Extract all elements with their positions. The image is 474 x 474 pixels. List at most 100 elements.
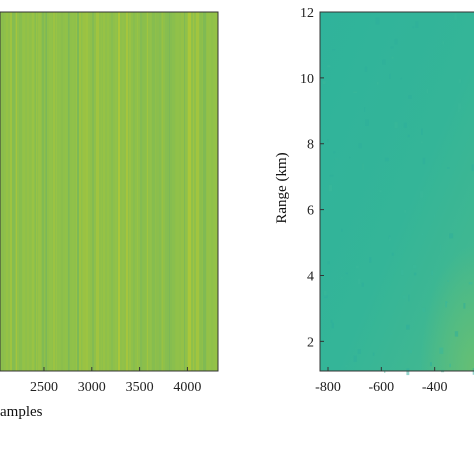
heatmap-texture-cell [403, 122, 407, 128]
heatmap-texture-cell [391, 56, 394, 59]
x-tick-label: -800 [315, 380, 341, 395]
left-heatmap-panel: 2500 3000 3500 4000 amples [0, 11, 219, 420]
heatmap-stripe [152, 12, 155, 371]
heatmap-stripe [53, 12, 55, 371]
heatmap-texture-cell [358, 143, 362, 149]
heatmap-texture-cell [454, 14, 457, 20]
heatmap-stripe [76, 12, 77, 371]
heatmap-texture-cell [402, 295, 406, 299]
heatmap-stripe [10, 12, 12, 371]
heatmap-stripe [83, 12, 86, 371]
heatmap-stripe [16, 12, 17, 371]
heatmap-texture-cell [334, 158, 339, 160]
heatmap-stripe [162, 12, 163, 371]
heatmap-texture-cell [362, 163, 364, 171]
heatmap-texture-cell [413, 272, 417, 276]
heatmap-stripe [100, 12, 101, 371]
left-plot-frame [0, 11, 219, 372]
y-tick-label: 8 [307, 138, 314, 153]
heatmap-stripe [115, 12, 117, 371]
heatmap-stripe [96, 12, 99, 371]
heatmap-stripe [147, 12, 148, 371]
heatmap-texture-cell [331, 322, 334, 329]
heatmap-stripe [22, 12, 23, 371]
heatmap-stripe [165, 12, 167, 371]
heatmap-texture-cell [353, 355, 357, 362]
heatmap-stripe [142, 12, 143, 371]
heatmap-stripe [196, 12, 199, 371]
heatmap-texture-cell [349, 156, 351, 159]
heatmap-stripe [137, 12, 138, 371]
heatmap-texture-cell [333, 151, 336, 154]
heatmap-texture-cell [389, 333, 393, 335]
heatmap-texture-cell [449, 363, 451, 368]
heatmap-texture-cell [408, 95, 412, 99]
heatmap-stripe [65, 12, 67, 371]
heatmap-stripe [170, 12, 172, 371]
heatmap-stripe [27, 12, 29, 371]
heatmap-stripe [0, 12, 2, 371]
heatmap-texture-cell [322, 81, 326, 85]
heatmap-texture-cell [400, 269, 404, 276]
heatmap-texture-cell [372, 352, 375, 356]
heatmap-stripe [20, 12, 22, 371]
heatmap-texture-cell [384, 367, 386, 373]
heatmap-stripe [156, 12, 159, 371]
heatmap-texture-cell [353, 91, 357, 93]
heatmap-stripe [181, 12, 184, 371]
right-heatmap-corner-shading [320, 12, 474, 371]
heatmap-texture-cell [420, 141, 423, 143]
heatmap-texture-cell [412, 26, 415, 29]
heatmap-stripe [6, 12, 8, 371]
heatmap-texture-cell [407, 134, 410, 138]
heatmap-stripe [133, 12, 135, 371]
heatmap-stripe [167, 12, 169, 371]
heatmap-texture-cell [345, 365, 348, 367]
heatmap-texture-cell [404, 209, 406, 213]
heatmap-texture-cell [442, 41, 445, 45]
heatmap-stripe [122, 12, 124, 371]
heatmap-texture-cell [345, 272, 348, 275]
y-tick-label: 6 [307, 204, 314, 219]
heatmap-stripe [38, 12, 41, 371]
heatmap-stripe [140, 12, 142, 371]
heatmap-texture-cell [400, 77, 403, 80]
heatmap-texture-cell [434, 213, 436, 217]
heatmap-texture-cell [355, 265, 359, 269]
heatmap-texture-cell [364, 107, 366, 112]
heatmap-texture-cell [365, 119, 369, 126]
heatmap-stripe [169, 12, 170, 371]
heatmap-texture-cell [468, 282, 473, 285]
heatmap-texture-cell [327, 139, 329, 143]
heatmap-stripe [159, 12, 161, 371]
heatmap-stripe [32, 12, 34, 371]
left-x-axis: 2500 3000 3500 4000 [30, 367, 201, 395]
y-tick-label: 2 [307, 335, 314, 350]
heatmap-texture-cell [369, 257, 372, 263]
heatmap-stripe [203, 12, 206, 371]
heatmap-stripe [42, 12, 44, 371]
heatmap-texture-cell [439, 244, 441, 252]
heatmap-stripe [143, 12, 146, 371]
heatmap-stripe [31, 12, 32, 371]
heatmap-texture-cell [408, 294, 410, 302]
heatmap-stripe [59, 12, 60, 371]
heatmap-texture-cell [422, 307, 426, 312]
heatmap-texture-cell [420, 191, 424, 198]
heatmap-stripe [12, 12, 15, 371]
heatmap-texture-cell [447, 167, 450, 169]
heatmap-stripe [215, 12, 218, 371]
heatmap-texture-cell [341, 228, 343, 232]
heatmap-texture-cell [332, 49, 336, 51]
heatmap-stripe [92, 12, 94, 371]
x-tick-label: 2500 [30, 380, 58, 395]
heatmap-stripe [69, 12, 70, 371]
heatmap-stripe [200, 12, 202, 371]
heatmap-stripe [101, 12, 102, 371]
x-tick-label: 4000 [173, 380, 201, 395]
heatmap-stripe [77, 12, 79, 371]
left-heatmap-stripes [0, 12, 218, 371]
heatmap-texture-cell [421, 233, 424, 236]
heatmap-stripe [86, 12, 88, 371]
